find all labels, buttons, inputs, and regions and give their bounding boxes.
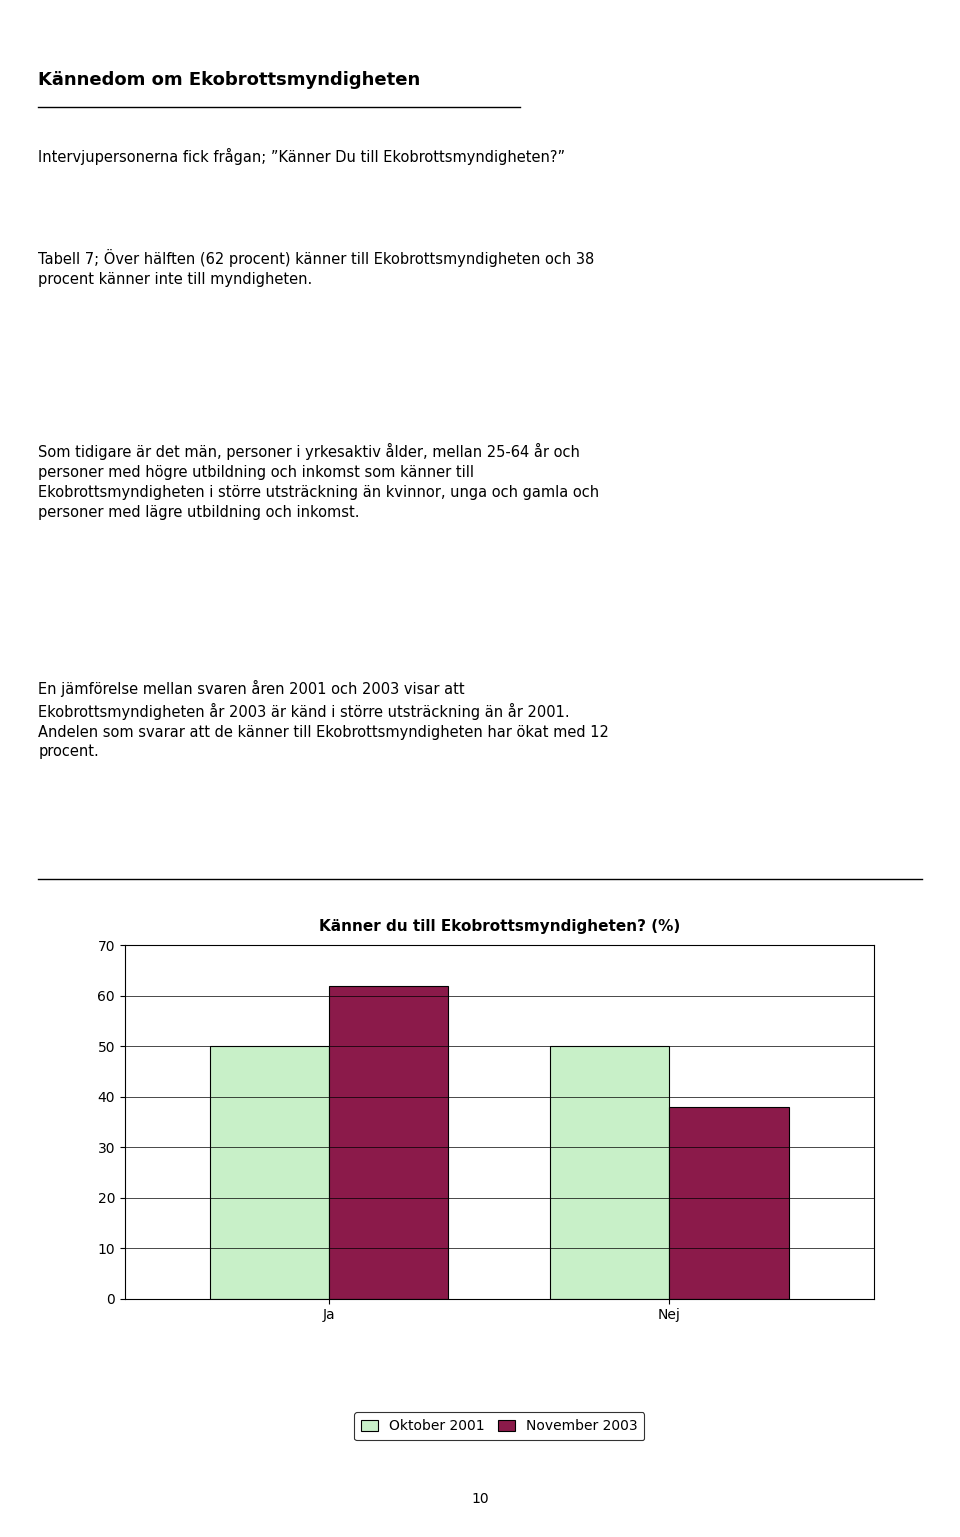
- Text: 10: 10: [471, 1491, 489, 1506]
- Bar: [550, 1047, 669, 1299]
- Legend: Oktober 2001, November 2003: Oktober 2001, November 2003: [354, 1413, 644, 1440]
- Text: Som tidigare är det män, personer i yrkesaktiv ålder, mellan 25-64 år och
person: Som tidigare är det män, personer i yrke…: [38, 443, 600, 520]
- Text: Intervjupersonerna fick frågan; ”Känner Du till Ekobrottsmyndigheten?”: Intervjupersonerna fick frågan; ”Känner …: [38, 148, 565, 164]
- Bar: [210, 1047, 329, 1299]
- Text: Tabell 7; Över hälften (62 procent) känner till Ekobrottsmyndigheten och 38
proc: Tabell 7; Över hälften (62 procent) känn…: [38, 249, 594, 287]
- Title: Känner du till Ekobrottsmyndigheten? (%): Känner du till Ekobrottsmyndigheten? (%): [319, 919, 680, 934]
- Text: Kännedom om Ekobrottsmyndigheten: Kännedom om Ekobrottsmyndigheten: [38, 71, 420, 89]
- Bar: [329, 985, 448, 1299]
- Text: En jämförelse mellan svaren åren 2001 och 2003 visar att
Ekobrottsmyndigheten år: En jämförelse mellan svaren åren 2001 oc…: [38, 679, 610, 759]
- Bar: [669, 1107, 788, 1299]
